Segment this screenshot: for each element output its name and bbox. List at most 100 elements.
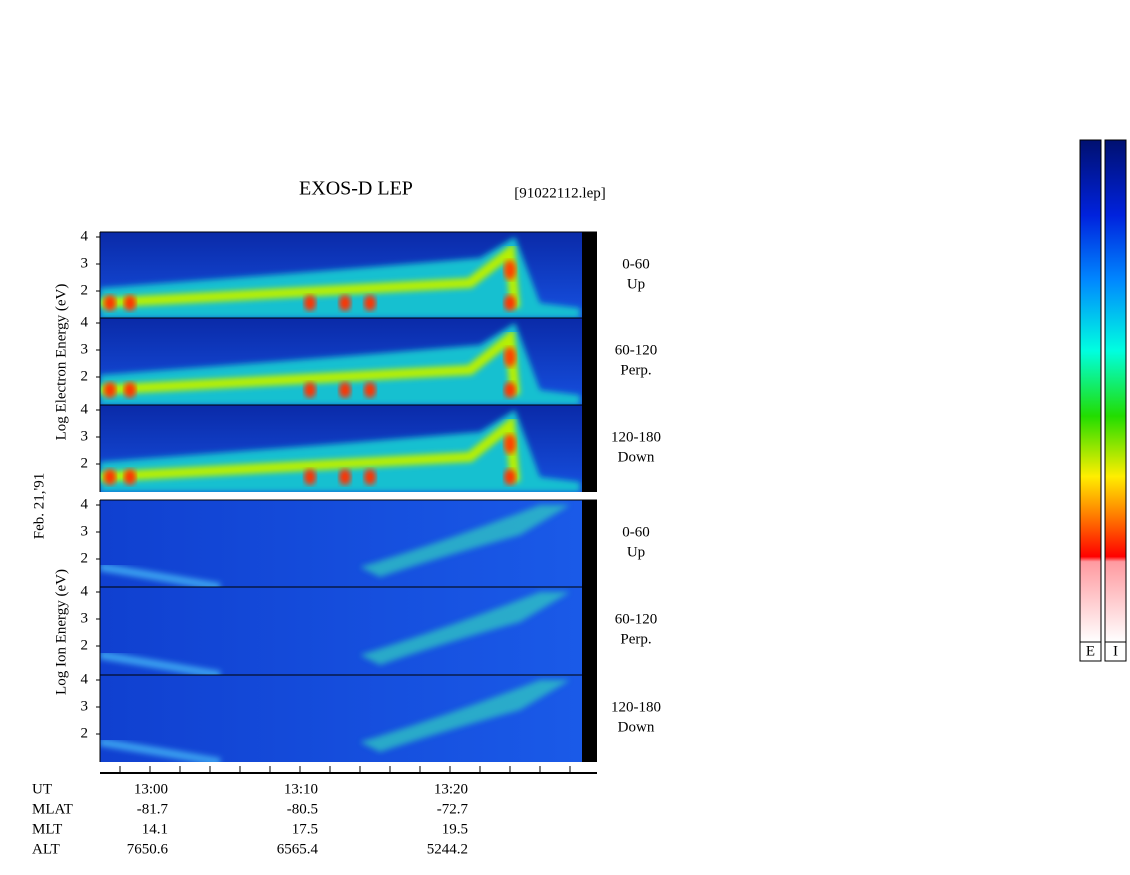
y-tick-label: 2 — [81, 550, 89, 566]
hot-spot — [504, 382, 516, 398]
y-tick-label: 2 — [81, 637, 89, 653]
hot-spot — [304, 382, 316, 398]
angle-label: 0-60 — [622, 524, 650, 540]
electron-axis-label: Log Electron Energy (eV) — [53, 284, 69, 441]
ephemeris-cell: ALT — [32, 841, 60, 857]
no-data-strip — [582, 675, 597, 762]
hot-spot — [304, 469, 316, 485]
spectrogram-image — [100, 675, 582, 762]
spectrogram — [99, 231, 597, 318]
spectrogram — [99, 674, 597, 762]
colorbar-label-box — [1079, 641, 1102, 662]
file-label: [91022112.lep] — [514, 185, 606, 201]
direction-label: Up — [627, 544, 645, 560]
hot-spot — [364, 382, 376, 398]
ephemeris-cell: 13:20 — [434, 781, 468, 797]
ephemeris-cell: 13:00 — [134, 781, 168, 797]
band — [360, 505, 570, 577]
y-tick-label: 3 — [81, 428, 89, 444]
hot-spot — [124, 295, 136, 311]
hot-spot — [364, 469, 376, 485]
y-tick-label: 3 — [81, 610, 89, 626]
colorbar — [1079, 139, 1102, 643]
ephemeris-cell: UT — [32, 781, 52, 797]
y-tick-label: 3 — [81, 255, 89, 271]
ephemeris-cell: -72.7 — [437, 801, 469, 817]
direction-label: Perp. — [620, 362, 651, 378]
band-left — [100, 651, 221, 675]
colorbar — [1104, 139, 1127, 643]
angle-label: 120-180 — [611, 699, 661, 715]
band-core — [100, 328, 520, 396]
direction-label: Down — [618, 449, 655, 465]
y-tick-label: 4 — [81, 496, 89, 512]
ephemeris-cell: 5244.2 — [427, 841, 468, 857]
y-tick-label: 2 — [81, 455, 89, 471]
no-data-strip — [582, 405, 597, 492]
hot-spot — [504, 347, 516, 367]
ephemeris-cell: 13:10 — [284, 781, 318, 797]
hot-spot — [364, 295, 376, 311]
y-tick-label: 2 — [81, 725, 89, 741]
hot-spot — [104, 295, 116, 311]
hot-spot — [339, 469, 351, 485]
ephemeris-cell: 19.5 — [442, 821, 468, 837]
colorbar-label: I — [1113, 643, 1118, 659]
background — [100, 500, 582, 587]
colorbar-label-box — [1104, 641, 1127, 662]
ephemeris-cell: 6565.4 — [277, 841, 319, 857]
y-tick-label: 3 — [81, 523, 89, 539]
y-tick-label: 2 — [81, 368, 89, 384]
ephemeris-cell: MLAT — [32, 801, 73, 817]
band — [360, 592, 570, 665]
angle-label: 0-60 — [622, 256, 650, 272]
band-left — [100, 738, 221, 762]
direction-label: Perp. — [620, 631, 651, 647]
title: EXOS-D LEP — [299, 178, 413, 200]
direction-label: Down — [618, 719, 655, 735]
no-data-strip — [582, 232, 597, 318]
ion-axis-label: Log Ion Energy (eV) — [53, 569, 69, 695]
y-tick-label: 4 — [81, 228, 89, 244]
angle-label: 60-120 — [615, 611, 658, 627]
y-tick-label: 3 — [81, 698, 89, 714]
spectrogram — [99, 404, 597, 492]
hot-spot — [504, 260, 516, 280]
hot-spot — [504, 469, 516, 485]
band — [360, 680, 570, 752]
hot-spot — [124, 382, 136, 398]
band-left — [100, 563, 221, 587]
direction-label: Up — [627, 276, 645, 292]
band-core — [100, 242, 520, 309]
spectrogram — [99, 586, 597, 675]
spectrogram-image — [100, 232, 582, 318]
spectrogram-image — [100, 405, 582, 492]
y-tick-label: 4 — [81, 401, 89, 417]
no-data-strip — [582, 318, 597, 405]
hot-spot — [504, 295, 516, 311]
background — [100, 675, 582, 762]
plots — [99, 231, 597, 762]
hot-spot — [339, 382, 351, 398]
angle-label: 120-180 — [611, 429, 661, 445]
hot-spot — [104, 469, 116, 485]
colorbar-label: E — [1086, 643, 1095, 659]
hot-spot — [104, 382, 116, 398]
background — [100, 587, 582, 675]
date-label: Feb. 21,'91 — [31, 473, 47, 539]
ephemeris-cell: 17.5 — [292, 821, 318, 837]
spectrogram — [99, 317, 597, 405]
ephemeris-cell: -81.7 — [137, 801, 169, 817]
band-core — [100, 415, 520, 483]
ephemeris-cell: 7650.6 — [127, 841, 169, 857]
spectrogram-image — [100, 500, 582, 587]
ephemeris-cell: -80.5 — [287, 801, 318, 817]
spectrogram-image — [100, 318, 582, 405]
y-tick-label: 4 — [81, 314, 89, 330]
spectrogram-image — [100, 587, 582, 675]
ephemeris-cell: 14.1 — [142, 821, 168, 837]
hot-spot — [504, 434, 516, 454]
hot-spot — [124, 469, 136, 485]
ephemeris-cell: MLT — [32, 821, 62, 837]
